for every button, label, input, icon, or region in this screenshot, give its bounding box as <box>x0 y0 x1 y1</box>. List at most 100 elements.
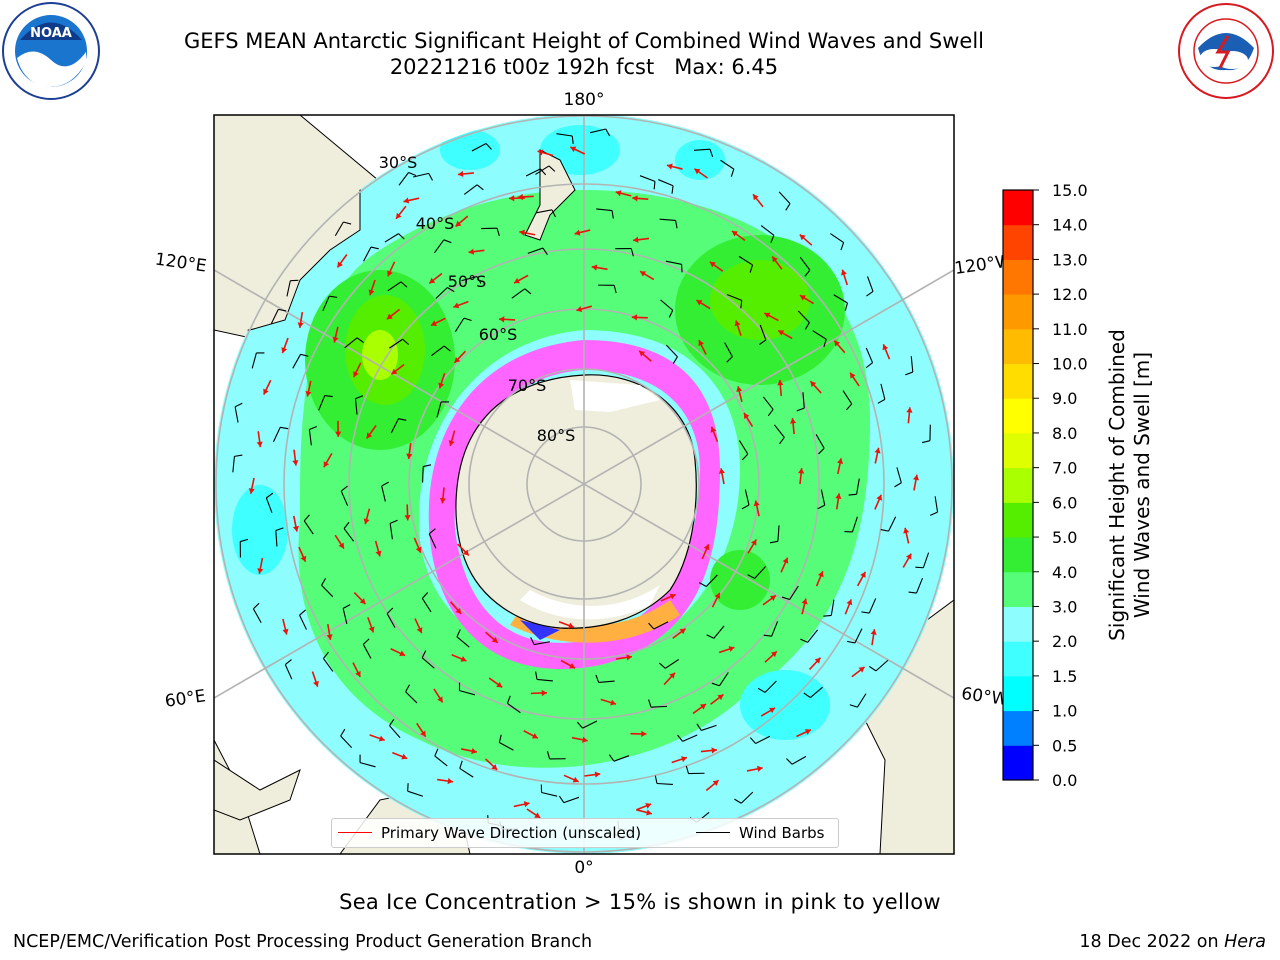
wind-barb <box>436 401 450 418</box>
wave-direction-arrow <box>630 730 647 737</box>
legend-wave-label: Primary Wave Direction (unscaled) <box>381 824 642 842</box>
wave-direction-arrow <box>777 379 784 397</box>
wind-barb <box>270 308 287 325</box>
wave-direction-arrow <box>571 736 588 743</box>
footer-date-text: 18 Dec 2022 on <box>1079 932 1225 952</box>
wind-barb <box>456 629 470 648</box>
wind-barb <box>844 516 858 533</box>
wind-barb <box>596 208 614 219</box>
wave-direction-arrow <box>660 593 676 602</box>
wind-barb <box>340 728 353 748</box>
wind-barb <box>665 344 678 364</box>
colorbar-tick-label: 0.0 <box>1052 771 1077 790</box>
wave-direction-arrow <box>710 426 719 443</box>
wind-barb <box>677 734 698 742</box>
wind-barb <box>711 672 729 687</box>
wind-barb <box>865 347 874 369</box>
wind-barb <box>830 233 845 251</box>
wind-barb <box>797 310 810 330</box>
colorbar-tick-label: 4.0 <box>1052 563 1077 582</box>
wind-barb <box>598 284 617 294</box>
colorbar-tick-label: 1.5 <box>1052 667 1077 686</box>
wind-barb <box>252 602 262 624</box>
wind-barb <box>530 637 550 646</box>
wind-barb <box>823 599 835 617</box>
wind-barb <box>759 324 767 346</box>
wave-direction-arrow <box>292 515 299 532</box>
wave-direction-arrow <box>428 272 443 285</box>
wave-direction-arrow <box>563 774 579 783</box>
wind-barb <box>738 440 749 461</box>
colorbar-segment <box>1003 606 1033 642</box>
wind-barb <box>275 527 284 547</box>
colorbar-tick-label: 2.0 <box>1052 632 1077 651</box>
wave-direction-arrow <box>451 654 467 662</box>
wave-direction-arrow <box>591 264 608 271</box>
wind-barb <box>387 281 408 292</box>
wind-barb <box>405 684 418 704</box>
wind-barb <box>525 168 547 177</box>
wave-direction-arrow <box>282 618 289 635</box>
wave-direction-arrow <box>638 350 652 362</box>
wind-barb <box>659 218 678 229</box>
ocean-field <box>214 115 954 854</box>
wind-barb <box>527 247 548 255</box>
wind-barb <box>654 775 673 786</box>
wave-direction-arrow <box>851 666 866 678</box>
wind-barb <box>556 133 574 145</box>
wave-direction-arrow <box>453 350 467 364</box>
wave-direction-arrow <box>809 380 822 394</box>
wind-barb <box>322 651 334 672</box>
wind-barb <box>535 671 553 682</box>
wave-direction-arrow <box>600 698 617 706</box>
colorbar-border <box>1002 189 1034 781</box>
wave-direction-arrow <box>485 631 499 644</box>
wind-barb <box>694 148 714 157</box>
wind-barb <box>334 221 352 237</box>
lon-label-60w: 60°W <box>960 684 1009 710</box>
wind-barb <box>747 566 766 579</box>
caption: Sea Ice Concentration > 15% is shown in … <box>339 890 941 914</box>
legend-item-wind-barbs: Wind Barbs <box>696 824 824 842</box>
wind-barb <box>344 337 364 349</box>
lon-label-120e: 120°E <box>154 250 208 277</box>
wind-barb <box>615 247 634 257</box>
wind-barb <box>422 464 432 483</box>
wind-barb <box>803 686 823 698</box>
wind-barb <box>292 353 309 369</box>
wave-direction-arrow <box>882 344 891 360</box>
wave-direction-arrow <box>692 703 707 715</box>
wave-direction-arrow <box>576 305 593 313</box>
wind-barb <box>390 418 407 434</box>
wave-direction-arrow <box>763 312 779 322</box>
wave-direction-arrow <box>631 314 648 321</box>
wave-direction-arrow <box>615 190 632 197</box>
wind-barb <box>389 338 410 349</box>
wave-direction-arrow <box>711 592 721 608</box>
wave-direction-arrow <box>387 261 396 277</box>
wave-direction-arrow <box>326 623 333 641</box>
legend-item-primary-wave: Primary Wave Direction (unscaled) <box>338 824 641 842</box>
wave-direction-arrow <box>698 339 707 355</box>
wind-barb <box>915 552 930 569</box>
wave-direction-arrow <box>560 659 576 669</box>
wave-direction-arrow <box>292 449 299 466</box>
wind-barb <box>877 383 886 404</box>
wave-direction-arrow <box>352 662 361 678</box>
wave-direction-arrow <box>263 379 272 395</box>
wave-direction-arrow <box>833 340 846 354</box>
colorbar-segment <box>1003 571 1033 607</box>
wave-direction-arrow <box>332 326 339 343</box>
wave-direction-arrow <box>367 617 375 633</box>
wind-barb <box>726 293 743 309</box>
wind-barb <box>232 454 243 473</box>
wind-barb <box>463 184 484 195</box>
wave-direction-arrow <box>352 362 362 378</box>
wind-barb <box>762 396 774 417</box>
wind-barb <box>535 165 556 175</box>
wave-direction-arrow <box>395 205 407 220</box>
footer-machine: Hera <box>1224 932 1266 952</box>
wave-direction-arrow <box>584 771 601 778</box>
colorbar-segment <box>1003 502 1033 538</box>
